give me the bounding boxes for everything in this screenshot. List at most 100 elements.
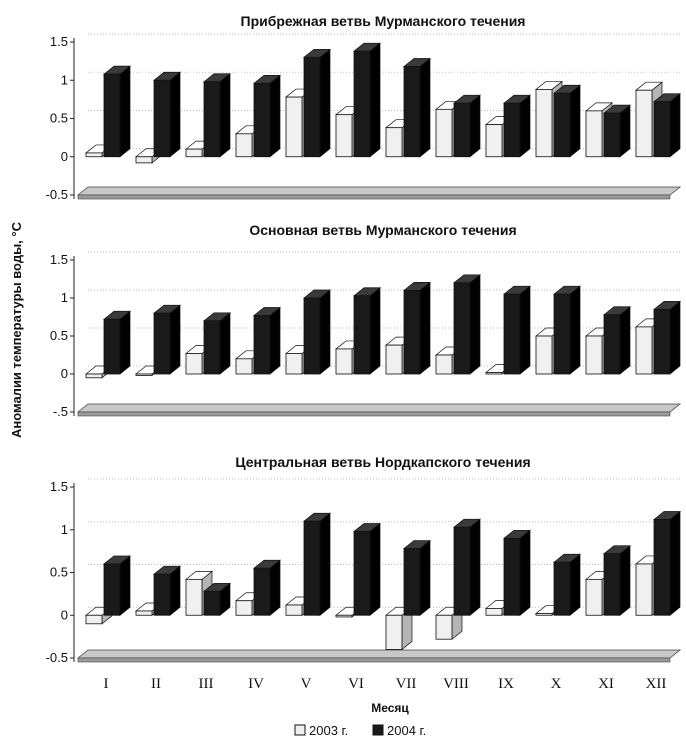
chart-panel-2: Основная ветвь Мурманского течения -.5 0 0.…: [50, 222, 682, 419]
bar-front: [303, 520, 321, 616]
bar-side: [269, 306, 281, 375]
bar-front: [235, 358, 253, 375]
bar-front: [535, 89, 553, 158]
chart-floor: [76, 649, 682, 659]
bar-side: [319, 48, 331, 158]
x-tick-label-V: V: [301, 676, 312, 692]
bar-front: [335, 114, 353, 158]
bar-2004-IX: [503, 285, 531, 375]
bar-front: [185, 353, 203, 375]
y-tick-label: 1.5: [50, 479, 68, 494]
bar-front: [553, 293, 571, 375]
bar-front: [353, 50, 371, 158]
x-tick-label-I: I: [104, 676, 109, 692]
bar-side: [419, 57, 431, 158]
bar-front: [553, 92, 571, 158]
bar-side: [619, 305, 631, 375]
chart-title: Прибрежная ветвь Мурманского течения: [241, 13, 526, 29]
bar-front: [235, 600, 253, 616]
x-tick-label-VIII: VIII: [443, 676, 469, 692]
y-tick-label: -0.5: [46, 650, 68, 665]
bar-2004-V: [303, 48, 331, 158]
bar-front: [585, 110, 603, 158]
bar-side: [469, 274, 481, 375]
y-tick-label: 0: [61, 607, 68, 622]
legend-swatch-2004: [372, 724, 384, 736]
y-tick-label: 0.5: [50, 111, 68, 126]
bar-front: [253, 567, 271, 616]
bar-2004-XI: [603, 305, 631, 375]
bar-front: [203, 590, 221, 616]
bar-front: [603, 314, 621, 375]
x-tick-label-VII: VII: [396, 676, 417, 692]
bar-2004-I: [103, 310, 131, 375]
bar-side: [219, 73, 231, 158]
bar-front: [585, 335, 603, 375]
bar-front: [285, 353, 303, 375]
bar-front: [653, 308, 671, 375]
bar-front: [335, 614, 353, 618]
bar-side: [619, 544, 631, 616]
bar-side: [619, 104, 631, 158]
bar-front: [403, 548, 421, 616]
chart-floor: [76, 186, 682, 196]
bar-front: [553, 561, 571, 616]
bar-front: [403, 289, 421, 375]
bar-2004-V: [303, 289, 331, 375]
bar-side: [469, 94, 481, 158]
x-tick-label-II: II: [151, 676, 161, 692]
bar-front: [185, 148, 203, 158]
bar-side: [369, 42, 381, 158]
bar-front: [535, 335, 553, 375]
chart-title: Центральная ветвь Нордкапского течения: [235, 454, 530, 470]
bar-front: [435, 108, 453, 158]
y-tick-label: 0: [61, 366, 68, 381]
y-tick-label: 0.5: [50, 328, 68, 343]
bar-side: [369, 522, 381, 616]
bar-front: [635, 89, 653, 158]
bar-front: [353, 531, 371, 616]
bar-front: [635, 326, 653, 375]
bar-2004-VIII: [453, 518, 481, 616]
bar-front: [485, 124, 503, 158]
bar-side: [269, 74, 281, 158]
bar-front: [453, 102, 471, 158]
legend-label-2003: 2003 г.: [309, 723, 348, 738]
bar-side: [119, 65, 131, 158]
bar-side: [569, 84, 581, 158]
bar-side: [319, 289, 331, 375]
x-tick-label-IV: IV: [248, 676, 264, 692]
bar-side: [519, 529, 531, 616]
bar-side: [519, 285, 531, 375]
legend: 2003 г. 2004 г.: [294, 723, 426, 738]
x-tick-label-III: III: [199, 676, 214, 692]
bar-front: [135, 373, 153, 376]
bar-front: [435, 614, 453, 640]
bar-side: [369, 286, 381, 375]
chart-panel-3: Центральная ветвь Нордкапского течения -0…: [46, 454, 682, 665]
x-axis-label: Месяц: [371, 701, 409, 715]
bar-front: [135, 610, 153, 616]
bar-2004-XII: [653, 92, 681, 158]
y-tick-label: -0.5: [46, 187, 68, 202]
bar-2004-VIII: [453, 94, 481, 158]
bar-front: [603, 553, 621, 616]
bar-side: [169, 304, 181, 375]
bar-2004-XII: [653, 300, 681, 375]
x-tick-label-IX: IX: [498, 676, 514, 692]
bar-front: [403, 66, 421, 158]
bar-2004-III: [203, 312, 231, 375]
bar-front: [485, 608, 503, 616]
bar-2004-XI: [603, 104, 631, 158]
x-tick-label-X: X: [551, 676, 562, 692]
bar-front: [285, 96, 303, 158]
bar-2004-X: [553, 553, 581, 616]
bar-front: [335, 348, 353, 375]
bar-2003-VII: [385, 606, 413, 651]
bar-2004-IX: [503, 529, 531, 616]
bar-front: [503, 537, 521, 616]
bar-side: [669, 510, 681, 616]
bar-front: [85, 614, 103, 625]
